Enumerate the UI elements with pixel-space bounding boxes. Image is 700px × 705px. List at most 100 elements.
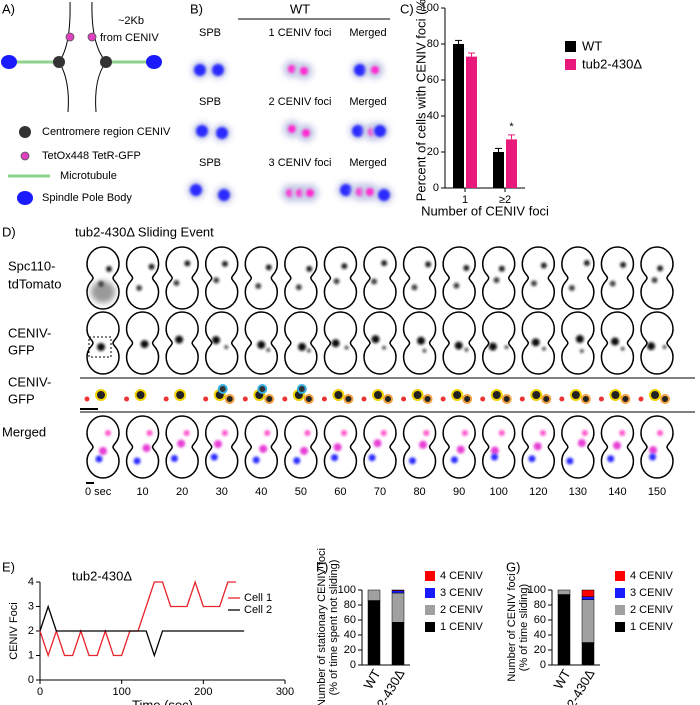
- y-axis-title: (% of time sliding): [518, 584, 530, 671]
- dot: [333, 278, 340, 285]
- legend-text: Cell 1: [244, 592, 272, 604]
- spot: [190, 184, 202, 196]
- dot: [213, 277, 220, 284]
- dot: [583, 260, 590, 267]
- dot: [408, 457, 416, 465]
- legend-text: WT: [582, 38, 602, 53]
- dot: [304, 430, 311, 436]
- legend-text: 3 CENIV: [440, 587, 483, 599]
- x-tick-label: 1: [462, 194, 468, 206]
- spot: [378, 189, 390, 201]
- dot: [504, 345, 509, 350]
- dot: [293, 457, 301, 465]
- cell: [640, 415, 674, 479]
- dot: [581, 430, 588, 436]
- dot: [380, 430, 387, 436]
- dot: [224, 345, 229, 350]
- dot: [619, 430, 626, 436]
- spot: [300, 67, 308, 75]
- dot: [425, 261, 432, 268]
- dot: [295, 284, 302, 291]
- time-label: 140: [608, 486, 626, 498]
- spot: [302, 129, 310, 137]
- bar-segment: [367, 600, 381, 666]
- cell: [402, 246, 437, 310]
- y-tick-label: 20: [427, 146, 439, 158]
- dot: [105, 430, 111, 436]
- time-label: 40: [255, 486, 267, 498]
- x-tick-label: WT: [360, 667, 383, 692]
- y-tick-label: 100: [528, 584, 546, 596]
- dot: [95, 455, 103, 463]
- spot: [306, 189, 314, 197]
- time-label: 10: [136, 486, 148, 498]
- dot: [373, 439, 382, 448]
- dot: [607, 455, 615, 463]
- time-label: 0 sec: [85, 486, 112, 498]
- dot: [259, 444, 268, 453]
- dot: [488, 342, 497, 351]
- cell: [561, 311, 595, 375]
- legend-swatch: [615, 622, 625, 632]
- cell: [284, 415, 318, 479]
- dot: [651, 277, 658, 284]
- haze: [91, 281, 115, 303]
- legend-text: 1 CENIV: [630, 621, 673, 633]
- dot: [306, 265, 313, 272]
- legend-swatch: [565, 41, 576, 52]
- dot: [620, 261, 627, 268]
- dot: [106, 266, 112, 272]
- legend-text: 2 CENIV: [630, 604, 673, 616]
- dot: [255, 282, 262, 289]
- bar-segment: [581, 599, 595, 643]
- dot: [146, 430, 153, 436]
- x-axis-title: Number of CENIV foci: [421, 203, 549, 218]
- time-label: 150: [648, 486, 666, 498]
- spot: [264, 394, 275, 404]
- spot: [559, 396, 565, 402]
- annotation: ~2Kb: [118, 15, 144, 27]
- spot: [203, 396, 209, 402]
- y-tick-label: 20: [344, 644, 356, 656]
- cell: [363, 415, 397, 479]
- annotation: *: [509, 121, 514, 133]
- dot: [422, 348, 427, 353]
- spot: [620, 394, 631, 404]
- cell: [323, 311, 358, 375]
- dot: [620, 346, 625, 351]
- dot: [493, 277, 500, 284]
- x-axis-title: Time (sec): [132, 697, 193, 705]
- dot: [456, 445, 465, 454]
- legend-swatch: [615, 588, 625, 598]
- cell: [561, 415, 595, 479]
- dot: [266, 347, 271, 352]
- legend-text: 3 CENIV: [630, 587, 673, 599]
- dot: [657, 430, 664, 436]
- panel-label: C): [400, 1, 414, 16]
- legend-swatch: [615, 571, 625, 581]
- panel-title: WT: [290, 1, 310, 16]
- spot: [163, 396, 169, 402]
- dot: [173, 279, 180, 286]
- dot: [612, 441, 621, 450]
- y-tick-label: 1: [28, 649, 34, 661]
- row-label: Merged: [2, 424, 46, 439]
- y-tick-label: 60: [427, 74, 439, 86]
- dot: [97, 343, 105, 351]
- cell: [402, 415, 437, 479]
- dot: [341, 430, 348, 436]
- spot: [196, 125, 208, 137]
- dot: [463, 264, 470, 271]
- bar: [493, 152, 504, 188]
- legend-text: Cell 2: [244, 604, 272, 616]
- dot: [491, 453, 499, 461]
- spot: [490, 389, 503, 401]
- y-tick-label: 60: [344, 614, 356, 626]
- row-label: CENIV-: [8, 325, 51, 340]
- cell: [640, 311, 674, 375]
- dot: [368, 454, 376, 462]
- dot: [498, 265, 505, 272]
- spot: [462, 394, 473, 404]
- annotation: from CENIV: [100, 32, 159, 44]
